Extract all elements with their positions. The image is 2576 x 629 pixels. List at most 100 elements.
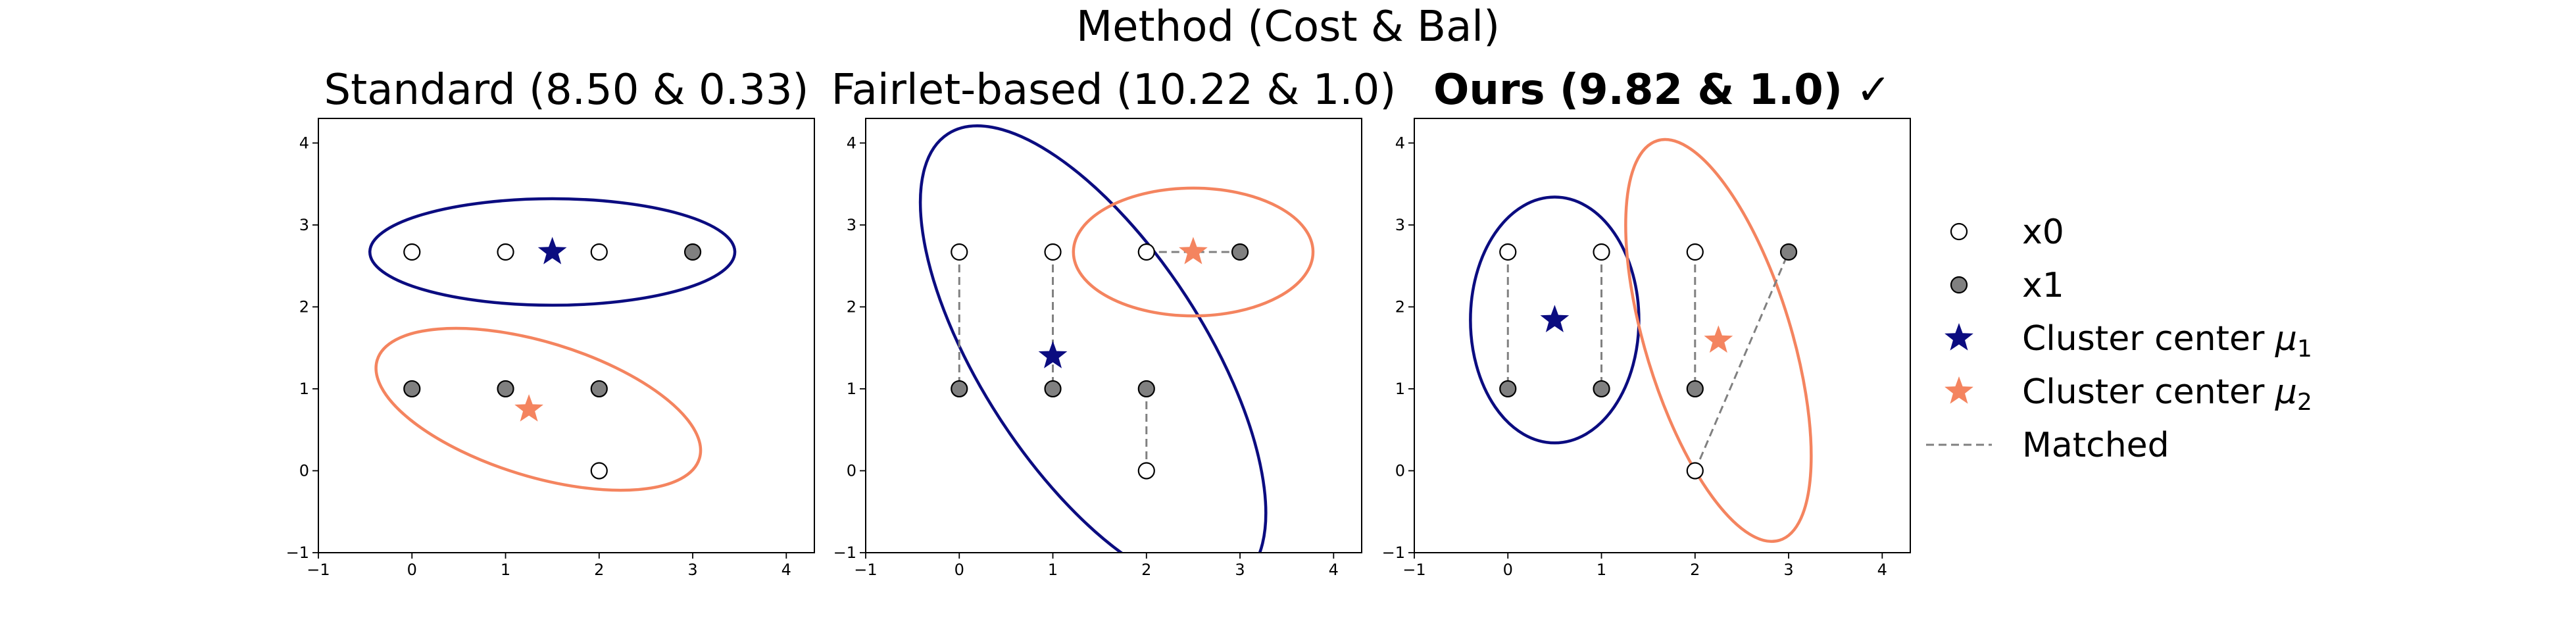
- axes-frame: [865, 118, 1362, 553]
- x-tick-label: 4: [1329, 561, 1339, 579]
- axes-frame: [318, 118, 815, 553]
- legend-label-matched: Matched: [2022, 426, 2169, 465]
- point-x1: [1137, 380, 1155, 398]
- y-tick-label: 2: [847, 297, 856, 316]
- plot-area: [368, 197, 737, 492]
- figure-suptitle: Method (Cost & Bal): [1076, 3, 1500, 51]
- legend-label-x1: x1: [2022, 266, 2064, 305]
- legend-entry-x1: x1: [1950, 266, 2064, 305]
- cluster-ellipse-2: [1624, 138, 1813, 543]
- point-x0: [403, 243, 421, 261]
- point-x0: [1499, 243, 1517, 261]
- legend-label-text: x0: [2022, 213, 2064, 252]
- legend-label-text: Cluster center: [2022, 319, 2275, 359]
- legend-entry-mu1: Cluster center μ1: [1944, 319, 2312, 363]
- matched-line: [1694, 251, 1790, 472]
- y-tick-label: 4: [299, 134, 309, 152]
- panel-title-main: Standard (8.50 & 0.33): [324, 66, 808, 114]
- plot-area: [918, 124, 1315, 553]
- legend-entry-matched: Matched: [1926, 426, 2169, 465]
- point-x1: [590, 380, 608, 398]
- plot-area: [1469, 138, 1813, 543]
- point-x1: [1499, 380, 1517, 398]
- y-tick-label: 0: [1395, 461, 1405, 480]
- legend-entry-x0: x0: [1950, 213, 2064, 252]
- panel-2: Fairlet-based (10.22 & 1.0) −1 0 1 2 3 4 −1 0 1 2 3…: [831, 66, 1397, 579]
- panels: Standard (8.50 & 0.33) −1 0 1 2 3 4 −1 0 1 2 3 4 Fair…: [286, 66, 1911, 579]
- cluster-ellipse-1: [368, 197, 737, 307]
- point-x1: [1686, 380, 1704, 398]
- point-x0: [590, 243, 608, 261]
- point-x1: [1779, 243, 1798, 261]
- x-tick-label: 2: [1141, 561, 1151, 579]
- center-mu1: [1540, 305, 1570, 332]
- point-x0: [1593, 243, 1610, 261]
- x-tick-label: 2: [1690, 561, 1700, 579]
- panel-title: Fairlet-based (10.22 & 1.0): [831, 66, 1397, 114]
- y-tick-label: 3: [1395, 216, 1405, 234]
- legend-label-mu1: Cluster center μ1: [2022, 319, 2312, 363]
- point-x1: [1044, 380, 1062, 398]
- x-tick-label: −1: [307, 561, 330, 579]
- point-x0: [1137, 243, 1155, 261]
- y-tick-label: 3: [847, 216, 856, 234]
- legend-entry-mu2: Cluster center μ2: [1944, 372, 2312, 416]
- point-x0: [1137, 462, 1155, 480]
- panel-1: Standard (8.50 & 0.33) −1 0 1 2 3 4 −1 0 1 2 3 4: [286, 66, 815, 579]
- x-tick-label: 0: [1503, 561, 1513, 579]
- x-tick-label: −1: [1402, 561, 1425, 579]
- panel-title: Ours (9.82 & 1.0) ✓: [1433, 66, 1891, 114]
- x-tick-label: −1: [854, 561, 877, 579]
- cluster-ellipse-2: [1072, 186, 1315, 318]
- panel-title-main: Fairlet-based (10.22 & 1.0): [831, 66, 1397, 114]
- legend-label-text: Cluster center: [2022, 372, 2275, 412]
- panel-title-check: ✓: [1843, 66, 1891, 114]
- cluster-ellipse-2: [374, 326, 703, 492]
- point-x0: [590, 462, 608, 480]
- point-x0: [1686, 243, 1704, 261]
- y-tick-label: 3: [299, 216, 309, 234]
- x-tick-label: 0: [407, 561, 417, 579]
- x-tick-label: 4: [1877, 561, 1887, 579]
- legend-label-subscript: 1: [2297, 336, 2312, 363]
- legend-marker-x0: [1950, 222, 1968, 241]
- point-x0: [497, 243, 514, 261]
- y-tick-label: 1: [847, 380, 856, 398]
- y-tick-label: 0: [299, 461, 309, 480]
- axes-frame: [1414, 118, 1911, 553]
- y-tick-label: 4: [847, 134, 856, 152]
- legend-marker-x1: [1950, 276, 1968, 294]
- center-mu2: [1179, 236, 1208, 264]
- y-tick-label: 4: [1395, 134, 1405, 152]
- center-mu1: [537, 236, 567, 264]
- y-tick-label: 2: [299, 297, 309, 316]
- center-mu2: [1704, 325, 1733, 353]
- legend-label-subscript: 2: [2297, 389, 2312, 416]
- point-x1: [403, 380, 421, 398]
- x-tick-label: 0: [954, 561, 964, 579]
- point-x0: [1686, 462, 1704, 480]
- center-mu2: [514, 394, 543, 422]
- legend-label-text: Matched: [2022, 426, 2169, 465]
- legend-label-symbol: μ: [2275, 372, 2297, 412]
- panel-3: Ours (9.82 & 1.0) ✓ −1 0 1 2 3 4 −1 0 1 2 3 4: [1382, 66, 1911, 579]
- legend-label-mu2: Cluster center μ2: [2022, 372, 2312, 416]
- point-x1: [1231, 243, 1249, 261]
- y-tick-label: 1: [1395, 380, 1405, 398]
- y-tick-label: 2: [1395, 297, 1405, 316]
- cluster-ellipse-1: [918, 124, 1268, 553]
- y-tick-label: −1: [286, 543, 309, 562]
- point-x1: [1593, 380, 1610, 398]
- y-tick-label: 1: [299, 380, 309, 398]
- x-tick-label: 2: [594, 561, 604, 579]
- point-x0: [1044, 243, 1062, 261]
- point-x0: [951, 243, 968, 261]
- legend-marker-mu1: [1944, 323, 1973, 351]
- legend-label-text: x1: [2022, 266, 2064, 305]
- legend-label-x0: x0: [2022, 213, 2064, 252]
- y-tick-label: −1: [1382, 543, 1405, 562]
- x-tick-label: 3: [1235, 561, 1245, 579]
